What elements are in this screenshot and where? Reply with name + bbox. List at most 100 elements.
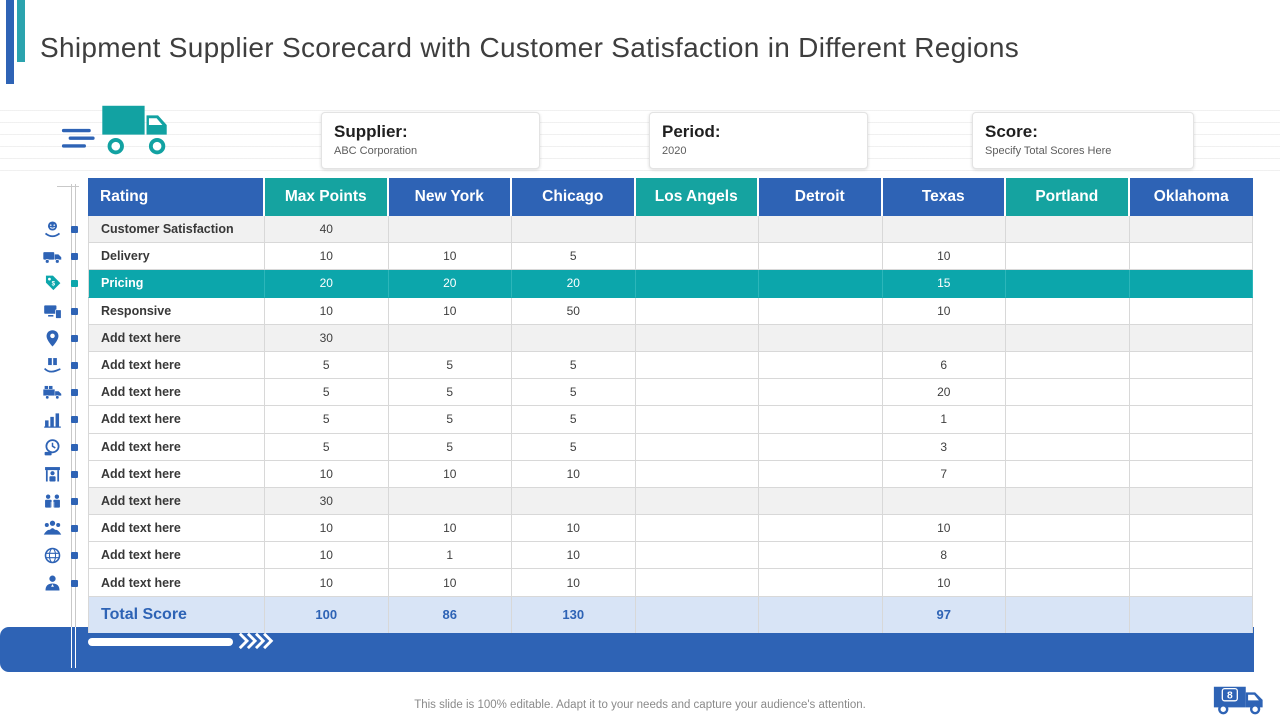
- score-cell: [635, 324, 759, 352]
- score-label: Score:: [985, 122, 1038, 141]
- bullet-square: [71, 253, 78, 261]
- score-cell: 20: [388, 270, 512, 298]
- satisfaction-smiley-hand-icon: [42, 219, 63, 240]
- score-cell: 5: [265, 433, 389, 461]
- icon-rail-item: [42, 434, 78, 461]
- score-cell: [759, 460, 883, 488]
- score-cell: [635, 569, 759, 597]
- score-cell: [1006, 216, 1130, 244]
- column-header: Detroit: [759, 178, 883, 216]
- bullet-square: [71, 226, 78, 234]
- score-cell: [635, 406, 759, 434]
- score-cell: [1006, 542, 1130, 570]
- score-cell: [1129, 270, 1253, 298]
- score-cell: [635, 596, 759, 633]
- score-cell: 5: [512, 379, 636, 407]
- score-cell: [759, 406, 883, 434]
- score-cell: [1129, 515, 1253, 543]
- score-cell: 50: [512, 297, 636, 325]
- bullet-square: [71, 389, 78, 397]
- score-cell: [882, 324, 1006, 352]
- score-cell: [759, 569, 883, 597]
- score-cell: [635, 351, 759, 380]
- bullet-square: [71, 416, 78, 424]
- score-cell: 10: [265, 460, 389, 488]
- row-label: Add text here: [88, 542, 265, 570]
- score-cell: [635, 297, 759, 325]
- score-cell: 15: [882, 270, 1006, 298]
- score-cell: 30: [265, 487, 389, 516]
- score-cell: [882, 216, 1006, 244]
- ruler-line-on-band: [71, 627, 76, 668]
- table-row: Pricing 20 20 20 15: [88, 270, 1253, 298]
- accent-bar-blue: [6, 0, 14, 84]
- score-cell: 10: [512, 460, 636, 488]
- period-info-box: Period: 2020: [649, 112, 868, 169]
- score-cell: 5: [388, 433, 512, 461]
- progress-bar: [88, 638, 233, 646]
- total-row: Total Score 100 86 130 97: [88, 596, 1253, 633]
- kiosk-vendor-icon: [42, 464, 63, 485]
- score-cell: [1006, 270, 1130, 298]
- score-cell: [512, 324, 636, 352]
- score-info-box: Score: Specify Total Scores Here: [972, 112, 1194, 169]
- period-label: Period:: [662, 122, 721, 141]
- bullet-square: [71, 525, 78, 533]
- score-cell: 10: [265, 243, 389, 271]
- icon-rail-item: [42, 461, 78, 488]
- row-label: Add text here: [88, 515, 265, 543]
- bullet-square: [71, 497, 78, 505]
- score-cell: [635, 379, 759, 407]
- score-cell: 5: [265, 379, 389, 407]
- score-cell: 5: [512, 351, 636, 380]
- score-cell: 10: [882, 569, 1006, 597]
- period-value: 2020: [662, 145, 687, 157]
- score-cell: 1: [882, 406, 1006, 434]
- score-cell: 20: [265, 270, 389, 298]
- supplier-label: Supplier:: [334, 122, 408, 141]
- scorecard-table: Rating Max Points New York Chicago Los Angel…: [88, 178, 1253, 633]
- score-cell: 10: [388, 243, 512, 271]
- supplier-value: ABC Corporation: [334, 145, 418, 157]
- score-cell: 20: [512, 270, 636, 298]
- score-cell: [759, 515, 883, 543]
- score-cell: [759, 487, 883, 516]
- score-cell: [759, 542, 883, 570]
- row-label: Add text here: [88, 433, 265, 461]
- column-header: Portland: [1006, 178, 1130, 216]
- score-cell: 5: [512, 406, 636, 434]
- table-row: Responsive 10 10 50 10: [88, 297, 1253, 325]
- column-header: Texas: [882, 178, 1006, 216]
- score-cell: 10: [388, 297, 512, 325]
- score-cell: [1129, 351, 1253, 380]
- table-row: Add text here 5 5 5 1: [88, 406, 1253, 434]
- page-number-truck-icon: 8: [1212, 683, 1272, 717]
- score-cell: [388, 216, 512, 244]
- row-label: Add text here: [88, 569, 265, 597]
- column-header: Rating: [88, 178, 265, 216]
- cargo-truck-icon: [42, 382, 63, 403]
- bullet-square: [71, 334, 78, 342]
- table-row: Add text here 10 10 10 10: [88, 569, 1253, 597]
- score-cell: [635, 270, 759, 298]
- package-in-hand-icon: [42, 355, 63, 376]
- global-logistics-icon: [42, 545, 63, 566]
- page-title: Shipment Supplier Scorecard with Custome…: [40, 32, 1020, 63]
- score-cell: 10: [882, 243, 1006, 271]
- icon-rail-item: [42, 379, 78, 406]
- score-cell: [1006, 460, 1130, 488]
- row-label: Add text here: [88, 379, 265, 407]
- icon-rail-item: [42, 515, 78, 542]
- column-header: New York: [388, 178, 512, 216]
- score-cell: 10: [512, 542, 636, 570]
- page-number: 8: [1227, 691, 1233, 702]
- bullet-square: [71, 552, 78, 560]
- table-row: Add text here 5 5 5 3: [88, 433, 1253, 461]
- score-cell: 20: [882, 379, 1006, 407]
- total-row-label: Total Score: [88, 596, 265, 633]
- score-cell: 5: [388, 379, 512, 407]
- table-body: Customer Satisfaction 40 Delivery 10 10 5 10 Pr…: [88, 216, 1253, 633]
- icon-rail-item: [42, 569, 78, 596]
- score-cell: 10: [882, 297, 1006, 325]
- businessman-icon: [42, 573, 63, 594]
